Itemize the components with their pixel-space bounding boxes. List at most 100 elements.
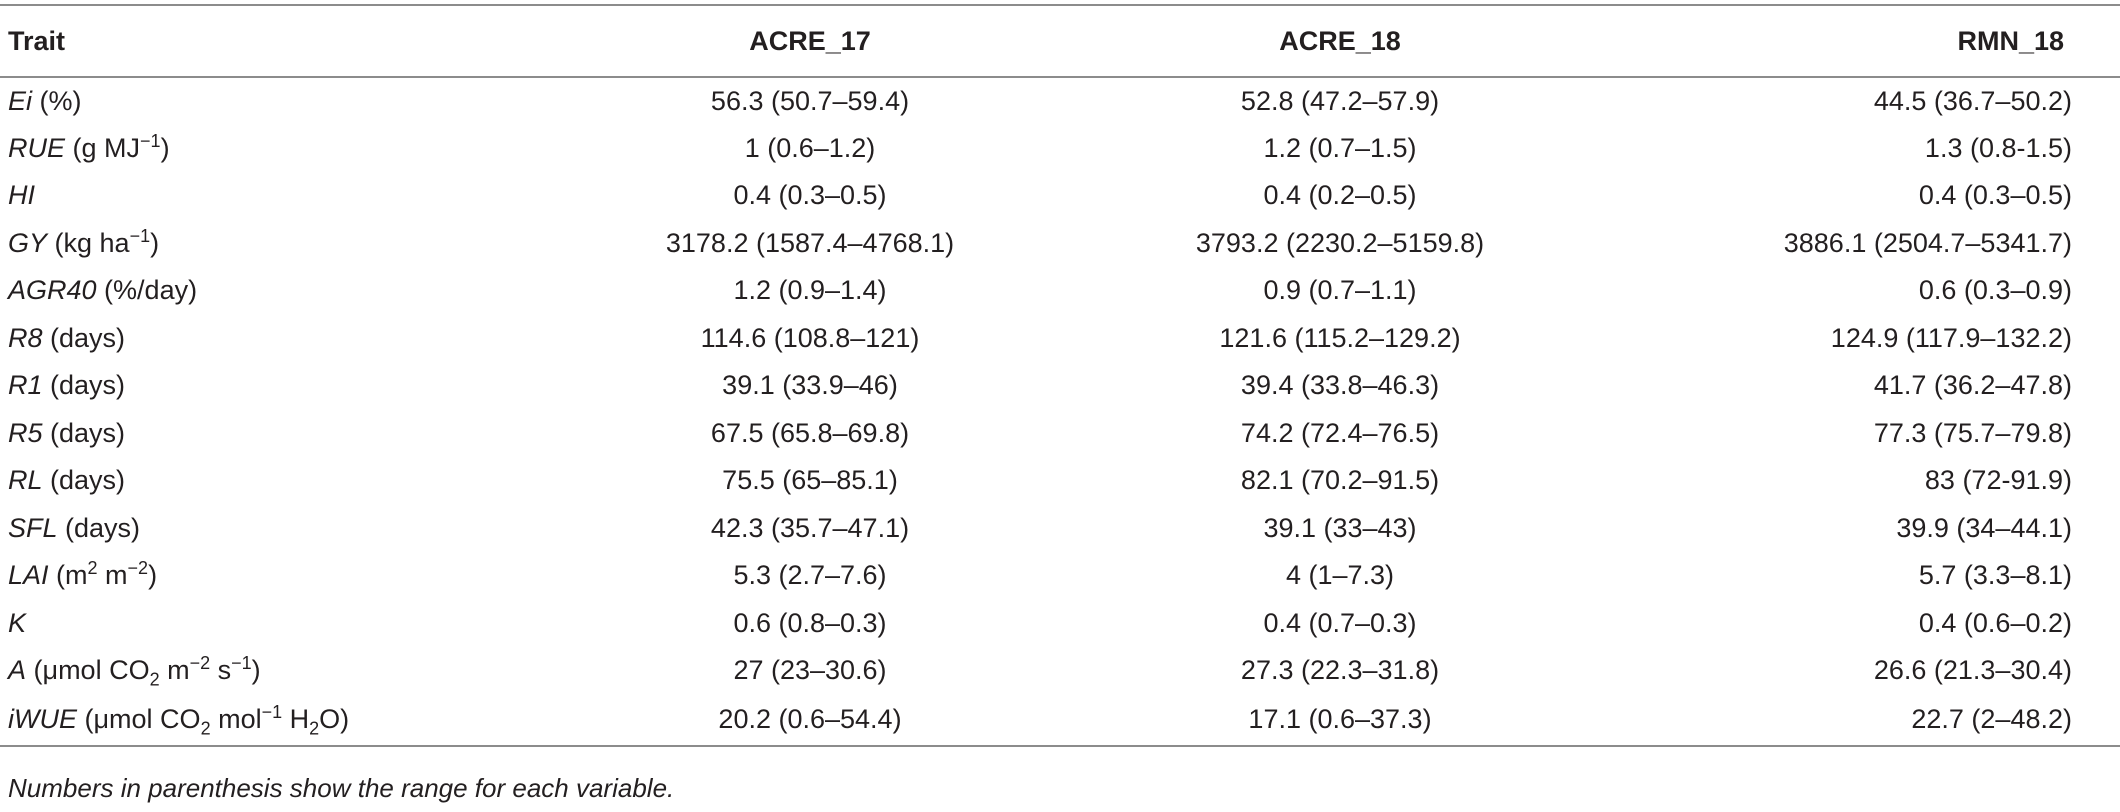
value-rmn18: 0.4 (0.3–0.5) [1918,180,2072,211]
value-rmn18: 0.4 (0.6–0.2) [1918,607,2072,638]
table-row: Ei (%) 56.3 (50.7–59.4) 52.8 (47.2–57.9) 44… [0,77,2120,125]
value-acre18: 39.1 (33–43) [1263,512,1417,543]
value-rmn18: 77.3 (75.7–79.8) [1873,417,2072,448]
value-acre17: 75.5 (65–85.1) [722,465,898,496]
value-rmn18: 0.6 (0.3–0.9) [1918,275,2072,306]
trait-abbr: SFL [8,512,58,543]
table-row: SFL (days) 42.3 (35.7–47.1) 39.1 (33–43) 39… [0,505,2120,553]
trait-cell: LAI (m2 m−2) [0,552,560,600]
trait-abbr: RUE [8,132,66,163]
table-row: GY (kg ha−1) 3178.2 (1587.4–4768.1) 3793.2… [0,220,2120,268]
unit-sup: −1 [231,653,252,674]
unit-part: m [159,655,190,686]
value-acre18: 3793.2 (2230.2–5159.8) [1195,227,1485,258]
unit-part: s [210,655,232,686]
trait-cell: iWUE (μmol CO2 mol−1 H2O) [0,694,560,747]
value-rmn18: 3886.1 (2504.7–5341.7) [1783,227,2072,258]
unit-part: (m [48,560,88,591]
value-acre17: 0.6 (0.8–0.3) [733,607,887,638]
table-row: R8 (days) 114.6 (108.8–121) 121.6 (115.2–1… [0,315,2120,363]
table-row: K 0.6 (0.8–0.3) 0.4 (0.7–0.3) 0.4 (0.6–0.2) [0,600,2120,648]
value-rmn18: 124.9 (117.9–132.2) [1830,322,2072,353]
value-acre17: 42.3 (35.7–47.1) [710,512,910,543]
trait-cell: A (μmol CO2 m−2 s−1) [0,647,560,695]
table-row: AGR40 (%/day) 1.2 (0.9–1.4) 0.9 (0.7–1.1) 0… [0,267,2120,315]
unit-part: O) [319,704,350,734]
value-acre17: 20.2 (0.6–54.4) [560,694,1060,747]
trait-abbr: K [8,607,27,638]
trait-abbr: AGR40 [8,275,97,306]
trait-cell: RL (days) [0,457,560,505]
value-rmn18: 41.7 (36.2–47.8) [1873,370,2072,401]
value-acre18: 4 (1–7.3) [1285,560,1395,591]
value-acre18: 0.4 (0.7–0.3) [1263,607,1417,638]
value-acre18: 0.9 (0.7–1.1) [1263,275,1417,306]
table-footnote: Numbers in parenthesis show the range fo… [8,773,675,803]
value-acre17: 3178.2 (1587.4–4768.1) [665,227,955,258]
trait-cell: RUE (g MJ−1) [0,125,560,173]
unit-part: (days) [42,417,126,448]
value-acre18: 52.8 (47.2–57.9) [1240,85,1440,116]
header-row: Trait ACRE_17 ACRE_18 RMN_18 [0,4,2120,78]
unit-part: (%/day) [96,275,198,306]
value-acre17: 1.2 (0.9–1.4) [733,275,887,306]
unit-part: (days) [42,465,126,496]
trait-cell: R8 (days) [0,315,560,363]
value-acre18: 39.4 (33.8–46.3) [1240,370,1440,401]
value-acre18: 1.2 (0.7–1.5) [1263,132,1417,163]
unit-sub: 2 [149,669,160,690]
table-row-iWUE: iWUE (μmol CO2 mol−1 H2O) 20.2 (0.6–54.4… [0,694,2120,747]
value-acre17: 1 (0.6–1.2) [744,132,876,163]
unit-part: mol [210,704,262,734]
table-row: RUE (g MJ−1) 1 (0.6–1.2) 1.2 (0.7–1.5) 1.3 … [0,125,2120,173]
unit-part: H [282,704,310,734]
trait-cell: GY (kg ha−1) [0,220,560,268]
unit-part: ) [150,227,160,258]
unit-part: ) [160,132,170,163]
value-acre18: 121.6 (115.2–129.2) [1219,322,1461,353]
trait-cell: K [0,600,560,648]
unit-part: (days) [42,322,126,353]
unit-part: (g MJ [65,132,141,163]
trait-abbr: GY [8,227,48,258]
trait-cell: AGR40 (%/day) [0,267,560,315]
unit-sub: 2 [309,718,320,739]
unit-part: (μmol CO [26,655,150,686]
unit-part: (kg ha [47,227,130,258]
value-acre18: 17.1 (0.6–37.3) [1060,694,1620,747]
trait-cell: HI [0,172,560,220]
traits-table: Trait ACRE_17 ACRE_18 RMN_18 Ei (%) 56.3 … [0,4,2120,747]
table-row: R1 (days) 39.1 (33.9–46) 39.4 (33.8–46.3) 4… [0,362,2120,410]
unit-part: (days) [57,512,141,543]
value-rmn18: 22.7 (2–48.2) [1620,694,2120,747]
trait-abbr: iWUE [8,704,77,734]
unit-part: m [97,560,128,591]
trait-cell: SFL (days) [0,505,560,553]
unit-sup: −1 [129,225,151,246]
trait-abbr: R1 [8,370,43,401]
value-rmn18: 26.6 (21.3–30.4) [1873,655,2072,686]
value-acre17: 27 (23–30.6) [733,655,887,686]
unit-sup: −2 [189,653,211,674]
value-rmn18: 44.5 (36.7–50.2) [1873,85,2072,116]
table-row-A: A (μmol CO2 m−2 s−1) 27 (23–30.6) 27.3 (… [0,647,2120,695]
unit-part: ) [148,560,158,591]
unit-part: (%) [32,85,82,116]
unit-sup: −2 [127,558,149,579]
unit-part: (μmol CO [77,704,201,734]
trait-abbr: LAI [8,560,49,591]
trait-cell: Ei (%) [0,77,560,125]
value-acre17: 39.1 (33.9–46) [722,370,898,401]
header-acre18: ACRE_18 [1060,4,1620,78]
trait-abbr: R5 [8,417,43,448]
table-row: R5 (days) 67.5 (65.8–69.8) 74.2 (72.4–76.5… [0,410,2120,458]
trait-cell: R5 (days) [0,410,560,458]
unit-sup: −1 [261,702,283,722]
header-trait: Trait [0,4,560,78]
value-acre17: 114.6 (108.8–121) [700,322,920,353]
header-acre17: ACRE_17 [560,4,1060,78]
value-acre18: 74.2 (72.4–76.5) [1240,417,1440,448]
value-acre17: 67.5 (65.8–69.8) [710,417,910,448]
value-rmn18: 39.9 (34–44.1) [1896,512,2072,543]
trait-abbr: A [8,655,27,686]
